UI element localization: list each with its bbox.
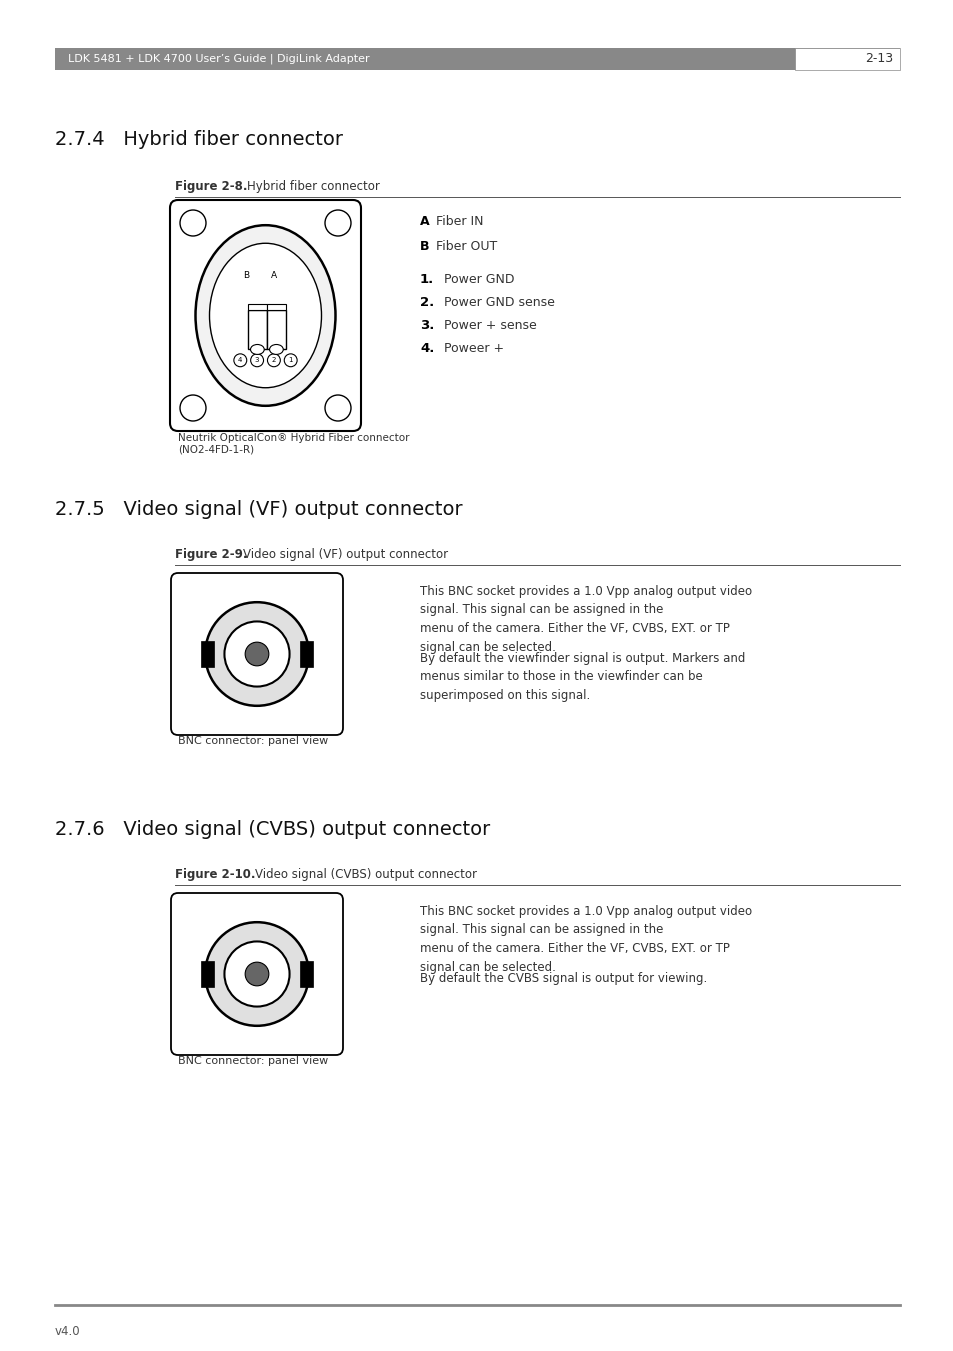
Text: 2.: 2. <box>419 296 434 309</box>
Circle shape <box>267 354 280 366</box>
Text: 2.7.4   Hybrid fiber connector: 2.7.4 Hybrid fiber connector <box>55 130 343 149</box>
Bar <box>55 49 899 70</box>
Ellipse shape <box>195 226 335 405</box>
Circle shape <box>325 394 351 422</box>
Bar <box>248 304 267 309</box>
Bar <box>248 309 267 350</box>
Text: 4: 4 <box>238 357 242 363</box>
Circle shape <box>284 354 296 366</box>
Text: A: A <box>271 272 276 280</box>
Circle shape <box>233 354 247 366</box>
Bar <box>794 49 899 70</box>
Circle shape <box>325 209 351 236</box>
Text: A: A <box>419 215 429 228</box>
Bar <box>299 961 313 988</box>
Text: By default the viewfinder signal is output. Markers and
menus similar to those i: By default the viewfinder signal is outp… <box>419 653 744 703</box>
Circle shape <box>205 603 309 705</box>
Text: 3: 3 <box>254 357 259 363</box>
Text: Fiber OUT: Fiber OUT <box>432 240 497 253</box>
Ellipse shape <box>210 243 321 388</box>
Text: v4.0: v4.0 <box>55 1325 81 1337</box>
Circle shape <box>245 642 269 666</box>
Ellipse shape <box>251 345 264 354</box>
Text: Power + sense: Power + sense <box>443 319 537 332</box>
Circle shape <box>251 354 263 366</box>
Ellipse shape <box>270 345 283 354</box>
Bar <box>201 961 213 988</box>
Text: B: B <box>419 240 429 253</box>
Circle shape <box>180 209 206 236</box>
Bar <box>299 640 313 667</box>
Text: Neutrik OpticalCon® Hybrid Fiber connector
(NO2-4FD-1-R): Neutrik OpticalCon® Hybrid Fiber connect… <box>178 434 409 454</box>
Text: 1.: 1. <box>419 273 434 286</box>
Text: This BNC socket provides a 1.0 Vpp analog output video
signal. This signal can b: This BNC socket provides a 1.0 Vpp analo… <box>419 905 751 974</box>
Text: BNC connector: panel view: BNC connector: panel view <box>178 1056 328 1066</box>
Circle shape <box>180 394 206 422</box>
Circle shape <box>205 923 309 1025</box>
Text: LDK 5481 + LDK 4700 User’s Guide | DigiLink Adapter: LDK 5481 + LDK 4700 User’s Guide | DigiL… <box>68 54 369 65</box>
Text: Power GND sense: Power GND sense <box>443 296 555 309</box>
Text: Power GND: Power GND <box>443 273 514 286</box>
Bar <box>266 309 286 350</box>
FancyBboxPatch shape <box>170 200 360 431</box>
Circle shape <box>224 942 290 1006</box>
Text: 2.7.5   Video signal (VF) output connector: 2.7.5 Video signal (VF) output connector <box>55 500 462 519</box>
Circle shape <box>245 962 269 986</box>
Text: BNC connector: panel view: BNC connector: panel view <box>178 736 328 746</box>
Text: This BNC socket provides a 1.0 Vpp analog output video
signal. This signal can b: This BNC socket provides a 1.0 Vpp analo… <box>419 585 751 654</box>
Text: Fiber IN: Fiber IN <box>432 215 483 228</box>
Text: 3.: 3. <box>419 319 434 332</box>
Text: Figure 2-10.: Figure 2-10. <box>174 867 263 881</box>
Text: By default the CVBS signal is output for viewing.: By default the CVBS signal is output for… <box>419 971 706 985</box>
Text: Poweer +: Poweer + <box>443 342 503 355</box>
Text: Figure 2-9.: Figure 2-9. <box>174 549 255 561</box>
Text: Hybrid fiber connector: Hybrid fiber connector <box>247 180 379 193</box>
Text: 2-13: 2-13 <box>864 53 892 65</box>
FancyBboxPatch shape <box>171 573 343 735</box>
Text: 1: 1 <box>288 357 293 363</box>
Text: B: B <box>243 272 249 280</box>
Circle shape <box>224 621 290 686</box>
Text: Video signal (CVBS) output connector: Video signal (CVBS) output connector <box>254 867 476 881</box>
Bar <box>201 640 213 667</box>
FancyBboxPatch shape <box>171 893 343 1055</box>
Text: Video signal (VF) output connector: Video signal (VF) output connector <box>243 549 448 561</box>
Bar <box>266 304 286 309</box>
Text: 4.: 4. <box>419 342 434 355</box>
Text: 2.7.6   Video signal (CVBS) output connector: 2.7.6 Video signal (CVBS) output connect… <box>55 820 490 839</box>
Text: 2: 2 <box>272 357 275 363</box>
Text: Figure 2-8.: Figure 2-8. <box>174 180 255 193</box>
